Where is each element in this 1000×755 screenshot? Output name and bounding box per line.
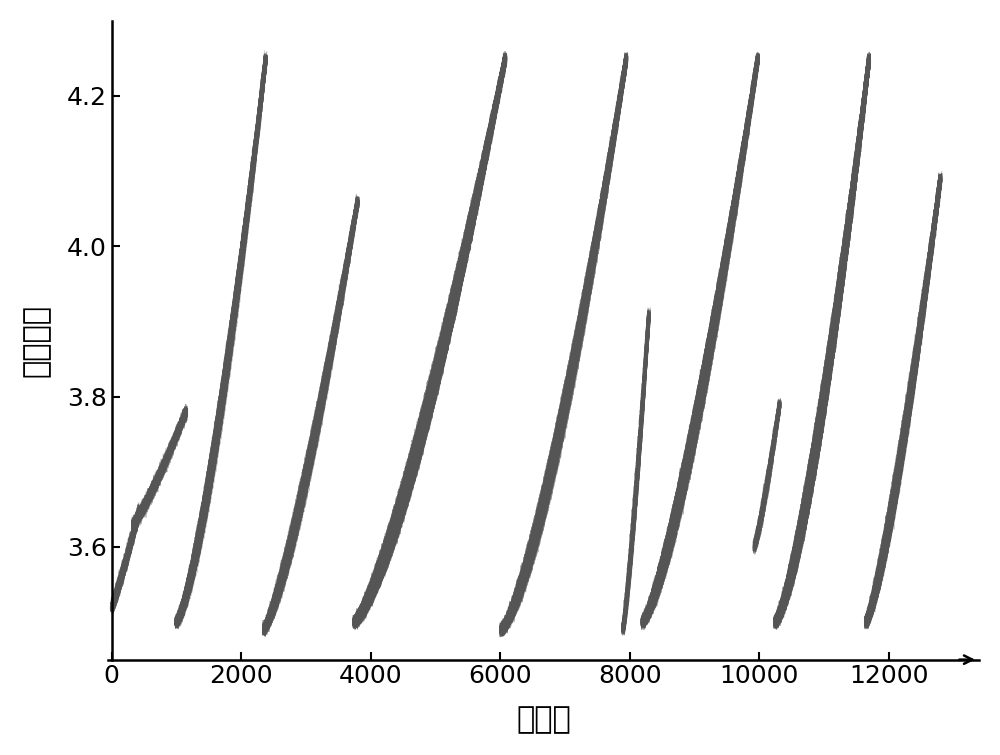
Y-axis label: 充电电压: 充电电压 — [21, 304, 50, 377]
X-axis label: 采样点: 采样点 — [516, 705, 571, 734]
